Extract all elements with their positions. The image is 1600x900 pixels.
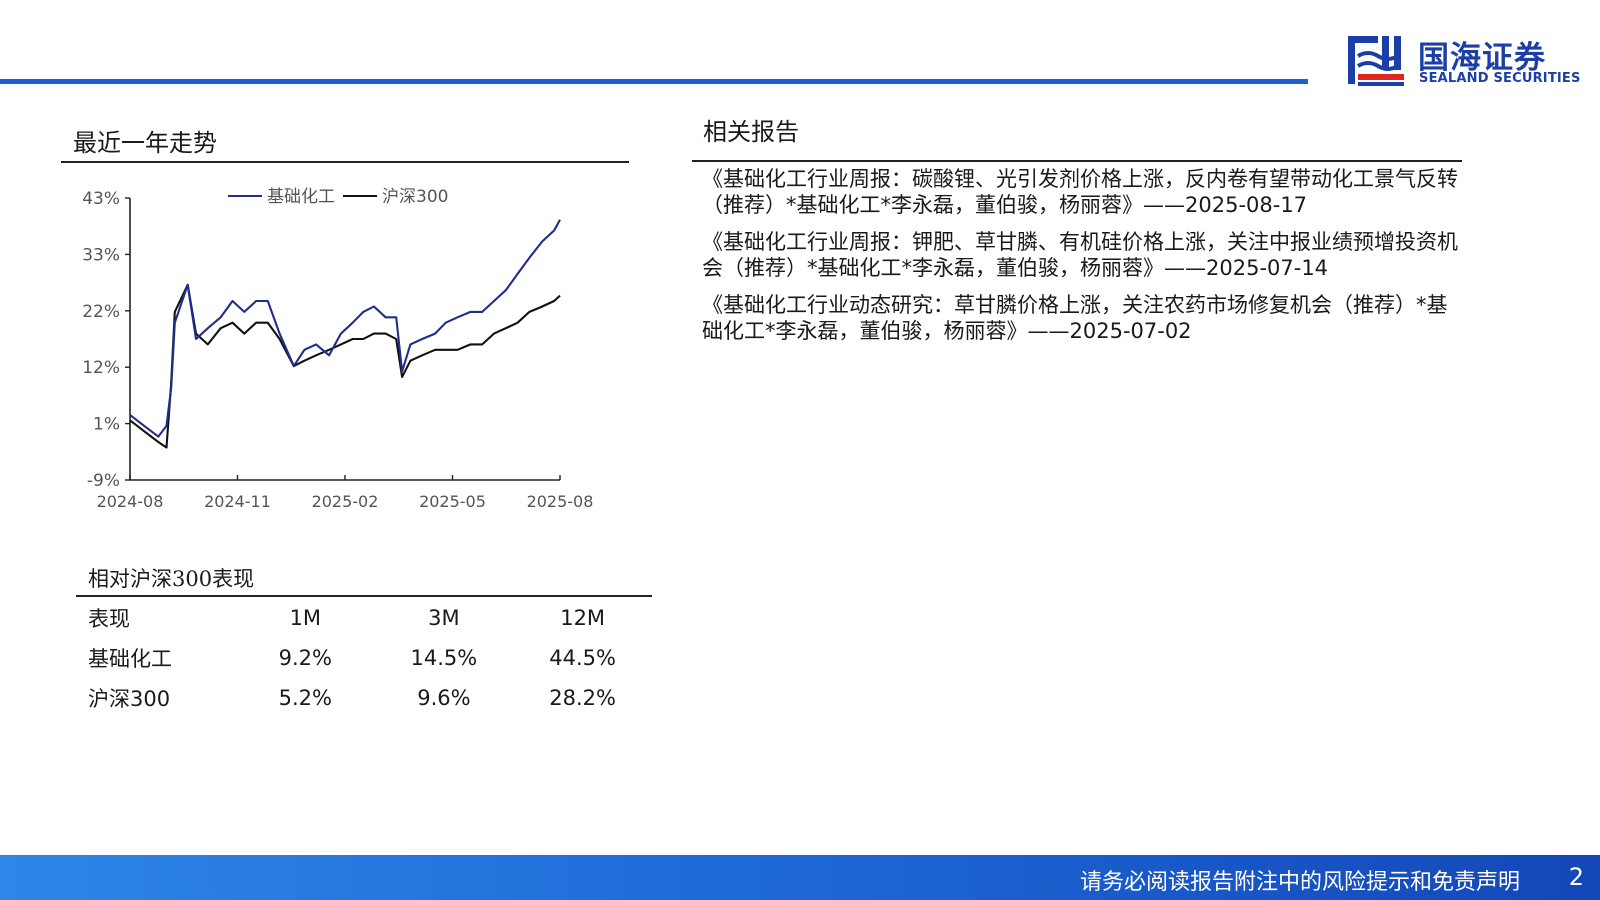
legend-label: 基础化工 (267, 187, 335, 207)
y-tick-label: 22% (82, 302, 120, 322)
x-tick-label: 2024-11 (204, 492, 271, 511)
y-tick-label: -9% (87, 471, 120, 491)
sealand-logo: 国海证券 SEALAND SECURITIES (1346, 30, 1580, 90)
report-link[interactable]: 《基础化工行业动态研究：草甘膦价格上涨，关注农药市场修复机会（推荐）*基础化工*… (702, 293, 1448, 343)
table-cell: 沪深300 (88, 687, 171, 711)
page-number: 2 (1568, 863, 1584, 891)
reports-section-title: 相关报告 (703, 118, 799, 146)
table-row: 基础化工 9.2% 14.5% 44.5% (76, 638, 652, 678)
logo-chinese-name: 国海证券 (1418, 40, 1546, 76)
y-tick-label: 12% (82, 358, 120, 378)
footer-disclaimer: 请务必阅读报告附注中的风险提示和免责声明 (1079, 870, 1520, 895)
report-list: 《基础化工行业周报：碳酸锂、光引发剂价格上涨，反内卷有望带动化工景气反转（推荐）… (702, 166, 1462, 355)
sealand-logo-mark-icon (1348, 36, 1404, 86)
table-row: 沪深300 5.2% 9.6% 28.2% (76, 678, 652, 718)
table-cell: 9.2% (278, 646, 332, 670)
performance-table: 表现 1M 3M 12M 基础化工 9.2% 14.5% 44.5% 沪深300… (76, 598, 652, 718)
y-tick-label: 43% (82, 189, 120, 209)
table-cell: 5.2% (278, 686, 332, 710)
x-tick-label: 2025-08 (527, 492, 594, 511)
table-cell: 44.5% (549, 646, 616, 670)
footer-bar: 请务必阅读报告附注中的风险提示和免责声明 2 (0, 855, 1600, 900)
header-accent-bar (0, 79, 1308, 84)
performance-rule (76, 595, 652, 597)
table-header-cell: 12M (560, 606, 606, 630)
performance-title: 相对沪深300表现 (88, 567, 255, 591)
series-line (129, 283, 561, 449)
table-cell: 基础化工 (88, 647, 172, 671)
logo-english-name: SEALAND SECURITIES (1419, 71, 1581, 86)
x-tick-label: 2025-05 (419, 492, 486, 511)
table-header-cell: 表现 (88, 607, 130, 631)
performance-header-row: 表现 1M 3M 12M (76, 598, 652, 638)
table-cell: 14.5% (410, 646, 478, 670)
trend-section-title: 最近一年走势 (73, 129, 217, 157)
series-line (129, 219, 561, 438)
x-tick-label: 2025-02 (312, 492, 379, 511)
report-link[interactable]: 《基础化工行业周报：碳酸锂、光引发剂价格上涨，反内卷有望带动化工景气反转（推荐）… (702, 167, 1458, 217)
reports-title-rule (692, 160, 1462, 162)
trend-title-rule (61, 161, 629, 163)
trend-line-chart: 43% 33% 22% 12% 1% -9%2024-08 2024-11 2025-02 20… (82, 187, 594, 511)
table-cell: 28.2% (549, 686, 616, 710)
table-header-cell: 1M (289, 606, 322, 630)
x-tick-label: 2024-08 (97, 492, 164, 511)
table-cell: 9.6% (417, 686, 471, 710)
y-tick-label: 1% (93, 415, 120, 435)
table-header-cell: 3M (428, 606, 460, 630)
y-tick-label: 33% (82, 245, 120, 265)
legend-label: 沪深300 (382, 187, 448, 207)
report-link[interactable]: 《基础化工行业周报：钾肥、草甘膦、有机硅价格上涨，关注中报业绩预增投资机会（推荐… (702, 230, 1458, 280)
